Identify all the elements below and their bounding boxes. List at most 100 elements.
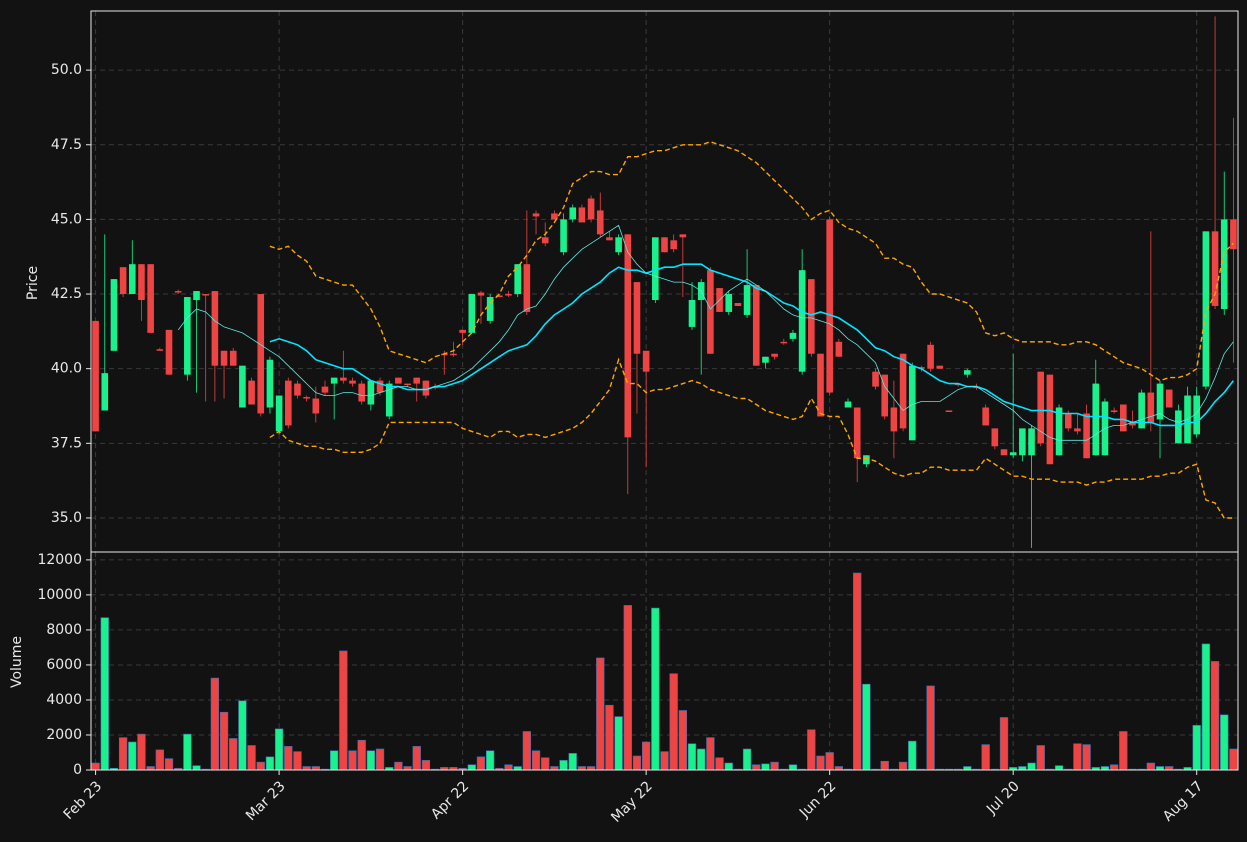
volume-bar: [1119, 731, 1128, 771]
candle-body: [128, 264, 136, 295]
candle-body: [367, 380, 375, 405]
volume-bar: [715, 757, 724, 771]
volume-bar: [256, 761, 265, 771]
candle-body: [908, 365, 916, 441]
candle-body: [872, 371, 879, 387]
volume-bar: [550, 766, 559, 771]
candle-body: [835, 341, 843, 357]
volume-bar: [1054, 765, 1064, 771]
candle-body: [1074, 428, 1081, 432]
candle-body: [147, 264, 154, 333]
volume-bar: [1165, 766, 1174, 771]
candle-body: [349, 380, 356, 384]
candle-body: [863, 455, 870, 465]
volume-bar: [605, 704, 614, 771]
candle-body: [560, 219, 567, 253]
candle-body: [578, 207, 586, 223]
candle-body: [743, 285, 751, 315]
volume-bar: [825, 752, 834, 771]
volume-bar: [476, 756, 486, 771]
volume-bar: [999, 717, 1009, 771]
volume-bar: [302, 766, 311, 771]
candle-body: [624, 234, 632, 438]
candle-body: [606, 237, 613, 241]
candle-body: [853, 407, 861, 459]
candle-body: [496, 295, 503, 298]
candle-body: [707, 270, 714, 354]
volume-bar: [1155, 766, 1165, 771]
candle-body: [945, 410, 953, 412]
volume-bar: [137, 733, 146, 771]
candle-body: [670, 240, 677, 250]
volume-bar: [660, 751, 669, 771]
candle-body: [642, 350, 650, 372]
candle-body: [780, 341, 788, 344]
volume-bar: [375, 748, 385, 771]
volume-bar: [981, 744, 990, 771]
volume-bar: [192, 765, 201, 771]
volume-bar: [394, 761, 403, 771]
volume-bar: [1146, 762, 1155, 771]
volume-bar: [614, 716, 623, 771]
candle-body: [569, 207, 577, 220]
volume-bar: [788, 764, 798, 771]
volume-bar: [247, 745, 256, 771]
volume-bar: [1073, 743, 1082, 771]
y-tick-label: 0: [73, 762, 82, 778]
y-tick-label: 37.5: [51, 435, 82, 451]
candle-body: [486, 297, 494, 321]
volume-bar: [559, 760, 568, 771]
volume-bar: [330, 750, 339, 771]
candle-body: [220, 350, 228, 366]
candle-body: [725, 294, 733, 312]
volume-bar: [724, 762, 733, 771]
candle-body: [358, 383, 365, 402]
candle-body: [202, 294, 210, 296]
volume-bar: [880, 760, 889, 771]
candle-body: [762, 356, 769, 363]
candle-body: [927, 344, 934, 369]
candle-body: [395, 377, 402, 384]
volume-bar: [1027, 762, 1036, 771]
candle-body: [1009, 452, 1017, 456]
volume-bar: [128, 741, 137, 771]
candle-body: [1147, 392, 1155, 423]
candle-body: [596, 210, 604, 235]
volume-bar: [632, 755, 642, 771]
y-tick-label: 2000: [46, 727, 82, 743]
candle-body: [817, 353, 824, 417]
volume-bar: [742, 748, 752, 771]
volume-bar: [697, 748, 706, 771]
volume-bar: [568, 753, 577, 771]
candle-body: [110, 279, 118, 351]
candle-body: [661, 237, 668, 253]
volume-bar: [623, 605, 632, 771]
volume-bar: [421, 760, 431, 771]
volume-bar: [641, 741, 651, 771]
candle-body: [679, 234, 687, 238]
y-tick-label: 50.0: [51, 62, 82, 78]
volume-bar: [100, 617, 109, 771]
volume-bar: [926, 685, 935, 771]
candle-body: [1046, 374, 1054, 465]
volume-bar: [761, 763, 770, 771]
candle-body: [385, 383, 393, 417]
candle-body: [1129, 422, 1136, 426]
candle-body: [330, 377, 338, 384]
candle-body: [257, 294, 265, 414]
volume-bar: [1036, 745, 1045, 771]
candle-body: [1165, 389, 1173, 408]
volume-bar: [908, 740, 917, 771]
candle-body: [1202, 231, 1210, 387]
candle-body: [312, 398, 320, 414]
volume-bar: [348, 750, 357, 771]
candle-body: [321, 386, 329, 393]
candle-body: [156, 349, 164, 351]
volume-bar: [898, 761, 908, 771]
volume-bar: [412, 746, 421, 771]
candle-body: [1211, 231, 1219, 306]
volume-bar: [687, 743, 697, 771]
volume-bar: [807, 729, 816, 771]
axes-frame: [90, 551, 1239, 771]
candle-body: [229, 350, 237, 366]
